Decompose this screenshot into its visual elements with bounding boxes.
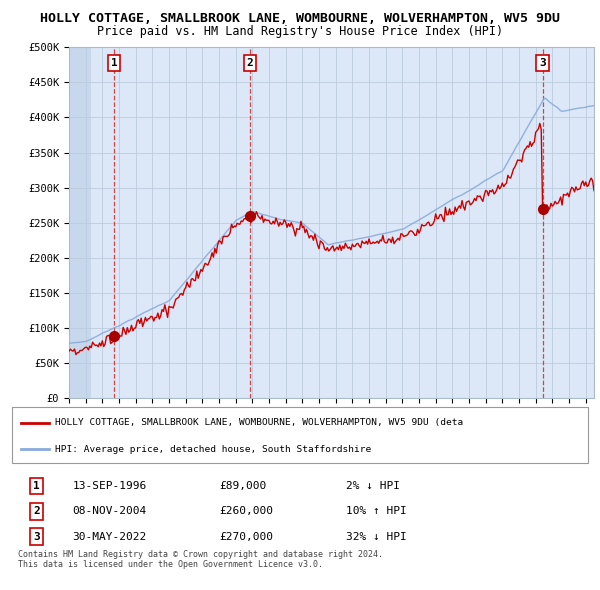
Text: 13-SEP-1996: 13-SEP-1996 <box>73 481 147 491</box>
Text: HOLLY COTTAGE, SMALLBROOK LANE, WOMBOURNE, WOLVERHAMPTON, WV5 9DU: HOLLY COTTAGE, SMALLBROOK LANE, WOMBOURN… <box>40 12 560 25</box>
Text: 1: 1 <box>111 58 118 68</box>
Text: 3: 3 <box>539 58 546 68</box>
Text: 08-NOV-2004: 08-NOV-2004 <box>73 506 147 516</box>
Text: Price paid vs. HM Land Registry's House Price Index (HPI): Price paid vs. HM Land Registry's House … <box>97 25 503 38</box>
Text: 2% ↓ HPI: 2% ↓ HPI <box>346 481 400 491</box>
Text: 3: 3 <box>34 532 40 542</box>
Text: £260,000: £260,000 <box>220 506 274 516</box>
FancyBboxPatch shape <box>12 407 588 463</box>
Text: £89,000: £89,000 <box>220 481 266 491</box>
Text: 1: 1 <box>34 481 40 491</box>
Text: 32% ↓ HPI: 32% ↓ HPI <box>346 532 407 542</box>
Text: 2: 2 <box>247 58 253 68</box>
Text: HOLLY COTTAGE, SMALLBROOK LANE, WOMBOURNE, WOLVERHAMPTON, WV5 9DU (deta: HOLLY COTTAGE, SMALLBROOK LANE, WOMBOURN… <box>55 418 463 427</box>
Bar <box>69 47 91 398</box>
Text: £270,000: £270,000 <box>220 532 274 542</box>
Text: 30-MAY-2022: 30-MAY-2022 <box>73 532 147 542</box>
Text: HPI: Average price, detached house, South Staffordshire: HPI: Average price, detached house, Sout… <box>55 445 371 454</box>
Text: Contains HM Land Registry data © Crown copyright and database right 2024.
This d: Contains HM Land Registry data © Crown c… <box>18 550 383 569</box>
Text: 10% ↑ HPI: 10% ↑ HPI <box>346 506 407 516</box>
Text: 2: 2 <box>34 506 40 516</box>
